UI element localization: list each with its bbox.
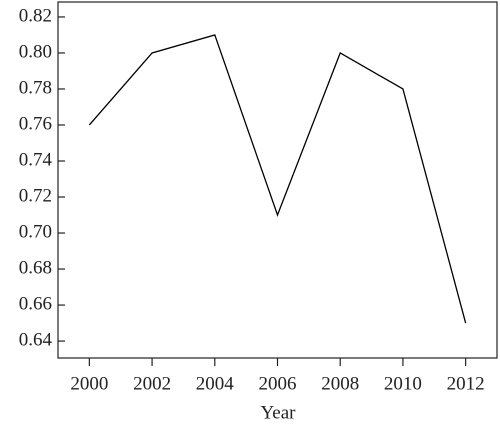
x-tick-label: 2004 bbox=[196, 373, 235, 394]
y-tick-label: 0.70 bbox=[19, 221, 52, 242]
x-tick-label: 2008 bbox=[321, 373, 359, 394]
x-axis-label: Year bbox=[260, 402, 296, 423]
x-tick-label: 2006 bbox=[259, 373, 297, 394]
data-line bbox=[88, 34, 467, 324]
y-tick-label: 0.64 bbox=[19, 329, 53, 350]
x-tick-label: 2002 bbox=[133, 373, 171, 394]
x-tick-label: 2010 bbox=[384, 373, 422, 394]
y-tick-label: 0.74 bbox=[19, 149, 53, 170]
y-tick-label: 0.72 bbox=[19, 185, 52, 206]
y-tick-label: 0.76 bbox=[19, 113, 52, 134]
y-tick-label: 0.66 bbox=[19, 293, 52, 314]
y-tick-label: 0.82 bbox=[19, 5, 52, 26]
x-tick-label: 2000 bbox=[70, 373, 108, 394]
y-tick-label: 0.80 bbox=[19, 41, 52, 62]
y-tick-label: 0.78 bbox=[19, 77, 52, 98]
plot-frame bbox=[57, 1, 498, 359]
x-tick-label: 2012 bbox=[447, 373, 485, 394]
y-tick-label: 0.68 bbox=[19, 257, 52, 278]
